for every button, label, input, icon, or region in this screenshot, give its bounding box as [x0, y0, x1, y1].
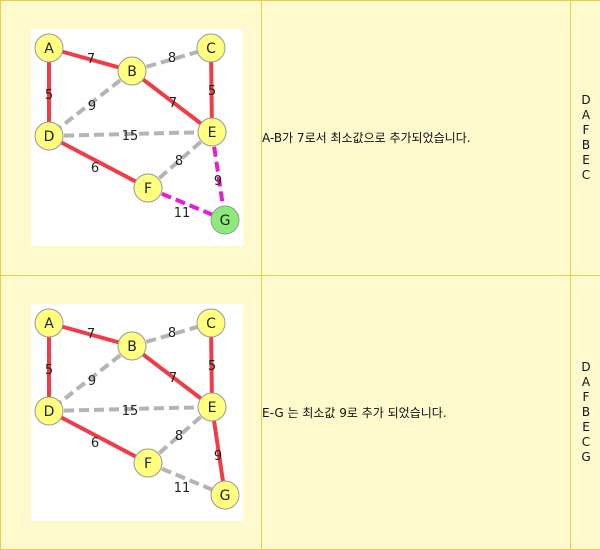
node-label-c: C	[206, 316, 216, 332]
order-item: B	[581, 137, 591, 152]
node-label-b: B	[127, 339, 137, 355]
edge-weight-a-d: 5	[45, 88, 53, 103]
node-c	[196, 33, 226, 63]
step-row-1: 7 5 8 9 7 5 15 6 8 9 11 A B C D E F G A-B가 7로서 최소값으로 추가되었…	[0, 0, 600, 276]
node-d	[34, 121, 64, 151]
order-item: A	[581, 107, 591, 122]
edge-weight-c-e: 5	[208, 359, 216, 374]
edge-weight-e-f: 8	[175, 154, 183, 169]
order-item: C	[581, 167, 591, 182]
order-item: A	[581, 374, 591, 389]
graph-diagram-2: 7 5 8 9 7 5 15 6 8 9 11 A B C D E F G	[34, 308, 240, 510]
node-e	[197, 392, 227, 422]
order-item: E	[582, 419, 590, 434]
node-label-f: F	[144, 181, 152, 197]
order-item: G	[581, 449, 591, 464]
node-label-f: F	[144, 456, 152, 472]
edge-weight-e-g: 9	[214, 174, 222, 189]
graph-cell-2: 7 5 8 9 7 5 15 6 8 9 11 A B C D E F G	[0, 274, 262, 550]
order-item: D	[581, 92, 591, 107]
graph-cell-1: 7 5 8 9 7 5 15 6 8 9 11 A B C D E F G	[0, 0, 262, 276]
edge-weight-a-b: 7	[87, 327, 95, 342]
edge-weight-b-d: 9	[88, 99, 96, 114]
edge-weight-e-f: 8	[175, 429, 183, 444]
node-f	[133, 173, 163, 203]
step-description-2: E-G 는 최소값 9로 추가 되었습니다.	[262, 405, 447, 420]
node-b	[117, 56, 147, 86]
edge-b-e	[130, 344, 214, 409]
edge-weight-d-f: 6	[91, 436, 99, 451]
node-label-e: E	[208, 125, 217, 141]
order-item: C	[581, 434, 591, 449]
order-item: B	[581, 404, 591, 419]
edge-d-e	[48, 404, 213, 413]
graph-diagram-1: 7 5 8 9 7 5 15 6 8 9 11 A B C D E F G	[34, 33, 240, 235]
edge-weight-b-e: 7	[169, 96, 177, 111]
edge-d-f	[48, 408, 149, 465]
edge-d-f	[48, 134, 149, 191]
edge-weight-b-c: 8	[168, 51, 176, 66]
node-d	[34, 396, 64, 426]
step-row-2: 7 5 8 9 7 5 15 6 8 9 11 A B C D E F G E-G 는 최소값 9로 추가 되었습…	[0, 274, 600, 550]
edge-weight-d-e: 15	[122, 404, 139, 419]
graph-canvas-1: 7 5 8 9 7 5 15 6 8 9 11 A B C D E F G	[31, 29, 243, 247]
node-label-b: B	[127, 64, 137, 80]
node-c	[196, 308, 226, 338]
edge-weight-a-d: 5	[45, 363, 53, 378]
edge-b-e	[130, 69, 214, 134]
node-b	[117, 331, 147, 361]
edge-d-e	[48, 130, 213, 139]
node-label-d: D	[44, 129, 55, 145]
description-cell-2: E-G 는 최소값 9로 추가 되었습니다.	[261, 274, 571, 550]
order-item: E	[582, 152, 590, 167]
edge-b-d	[47, 344, 134, 413]
node-label-d: D	[44, 404, 55, 420]
node-g	[210, 205, 240, 235]
node-f	[133, 448, 163, 478]
edge-b-d	[47, 69, 134, 138]
edge-weight-b-e: 7	[169, 371, 177, 386]
edge-weight-c-e: 5	[208, 84, 216, 99]
node-label-g: G	[220, 213, 231, 229]
order-item: F	[582, 389, 590, 404]
edge-e-g	[210, 406, 227, 496]
node-label-a: A	[44, 316, 54, 332]
step-description-1: A-B가 7로서 최소값으로 추가되었습니다.	[262, 131, 471, 146]
node-label-g: G	[220, 488, 231, 504]
node-a	[34, 308, 64, 338]
edge-weight-e-g: 9	[214, 449, 222, 464]
edge-weight-f-g: 11	[174, 481, 191, 496]
order-item: F	[582, 122, 590, 137]
node-a	[34, 33, 64, 63]
edge-weight-d-e: 15	[122, 129, 139, 144]
edge-weight-b-d: 9	[88, 374, 96, 389]
node-label-e: E	[208, 400, 217, 416]
edge-weight-a-b: 7	[87, 52, 95, 67]
node-e	[197, 117, 227, 147]
edge-weight-d-f: 6	[91, 161, 99, 176]
node-label-c: C	[206, 41, 216, 57]
graph-canvas-2: 7 5 8 9 7 5 15 6 8 9 11 A B C D E F G	[31, 303, 243, 521]
node-label-a: A	[44, 41, 54, 57]
order-item: D	[581, 359, 591, 374]
edge-weight-b-c: 8	[168, 326, 176, 341]
edge-weight-f-g: 11	[174, 206, 191, 221]
description-cell-1: A-B가 7로서 최소값으로 추가되었습니다.	[261, 0, 571, 276]
node-g	[210, 480, 240, 510]
